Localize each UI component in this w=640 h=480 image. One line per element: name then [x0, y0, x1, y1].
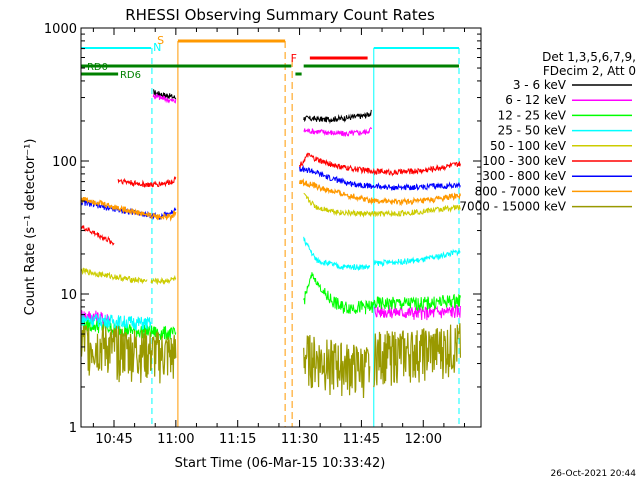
legend-label: 6 - 12 keV [505, 93, 567, 107]
series-line [80, 199, 177, 220]
footer-timestamp: 26-Oct-2021 20:44 [551, 469, 637, 479]
series-line [80, 225, 115, 246]
y-tick-label: 1 [69, 421, 77, 436]
legend-header: Det 1,3,5,6,7,9, [542, 50, 636, 64]
series-line [303, 192, 461, 218]
series-line [303, 236, 371, 272]
series-line [150, 274, 177, 286]
legend-label: 7000 - 15000 keV [459, 200, 566, 214]
legend-label: 100 - 300 keV [482, 154, 566, 168]
legend-label: 300 - 800 keV [482, 169, 566, 183]
series-line [373, 293, 461, 312]
series-line [299, 152, 461, 177]
chart-title: RHESSI Observing Summary Count Rates [125, 6, 435, 24]
y-axis: 1 10 100 1000 [44, 22, 481, 436]
series-line [303, 334, 371, 399]
legend-label: 12 - 25 keV [498, 108, 567, 122]
legend: Det 1,3,5,6,7,9,FDecim 2, Att 03 - 6 keV… [459, 50, 636, 214]
x-axis: 10:45 11:00 11:15 11:30 11:45 12:00 [92, 28, 466, 447]
y-tick-label: 100 [52, 155, 77, 170]
series-line [299, 178, 461, 207]
x-tick-label: 12:00 [405, 432, 442, 447]
legend-label: 800 - 7000 keV [475, 184, 567, 198]
annotation-n: N [153, 41, 161, 54]
annotation-rd0: RD0 [87, 62, 108, 73]
x-tick-label: 11:45 [343, 432, 380, 447]
annotation-f: F [291, 52, 297, 65]
x-axis-label: Start Time (06-Mar-15 10:33:42) [175, 456, 386, 471]
series-line [303, 126, 373, 137]
x-tick-label: 10:45 [95, 432, 132, 447]
series-line [303, 272, 375, 315]
series-line [303, 109, 372, 124]
annotation-s: S [157, 34, 164, 47]
series-line [80, 317, 177, 341]
legend-label: 25 - 50 keV [498, 124, 567, 138]
series-line [80, 196, 177, 222]
y-axis-label: Count Rate (s⁻¹ detector⁻¹) [23, 139, 38, 316]
legend-header: FDecim 2, Att 0 [543, 64, 636, 78]
series-layer [80, 89, 461, 399]
series-line [299, 164, 461, 192]
x-tick-label: 11:30 [281, 432, 318, 447]
x-tick-label: 11:00 [157, 432, 194, 447]
status-bands: RD0 RD6 NS F [81, 34, 460, 427]
y-tick-label: 10 [60, 288, 77, 303]
series-line [373, 323, 461, 388]
y-tick-label: 1000 [44, 22, 77, 37]
annotation-rd6: RD6 [120, 70, 141, 81]
series-line [152, 93, 177, 104]
series-line [373, 248, 461, 268]
series-line [80, 267, 148, 285]
series-line [80, 313, 152, 332]
series-line [117, 176, 177, 189]
series-line [80, 324, 177, 384]
plot-frame [80, 27, 482, 428]
x-tick-label: 11:15 [219, 432, 256, 447]
legend-label: 50 - 100 keV [490, 139, 567, 153]
series-line [153, 89, 177, 100]
legend-label: 3 - 6 keV [513, 78, 567, 92]
